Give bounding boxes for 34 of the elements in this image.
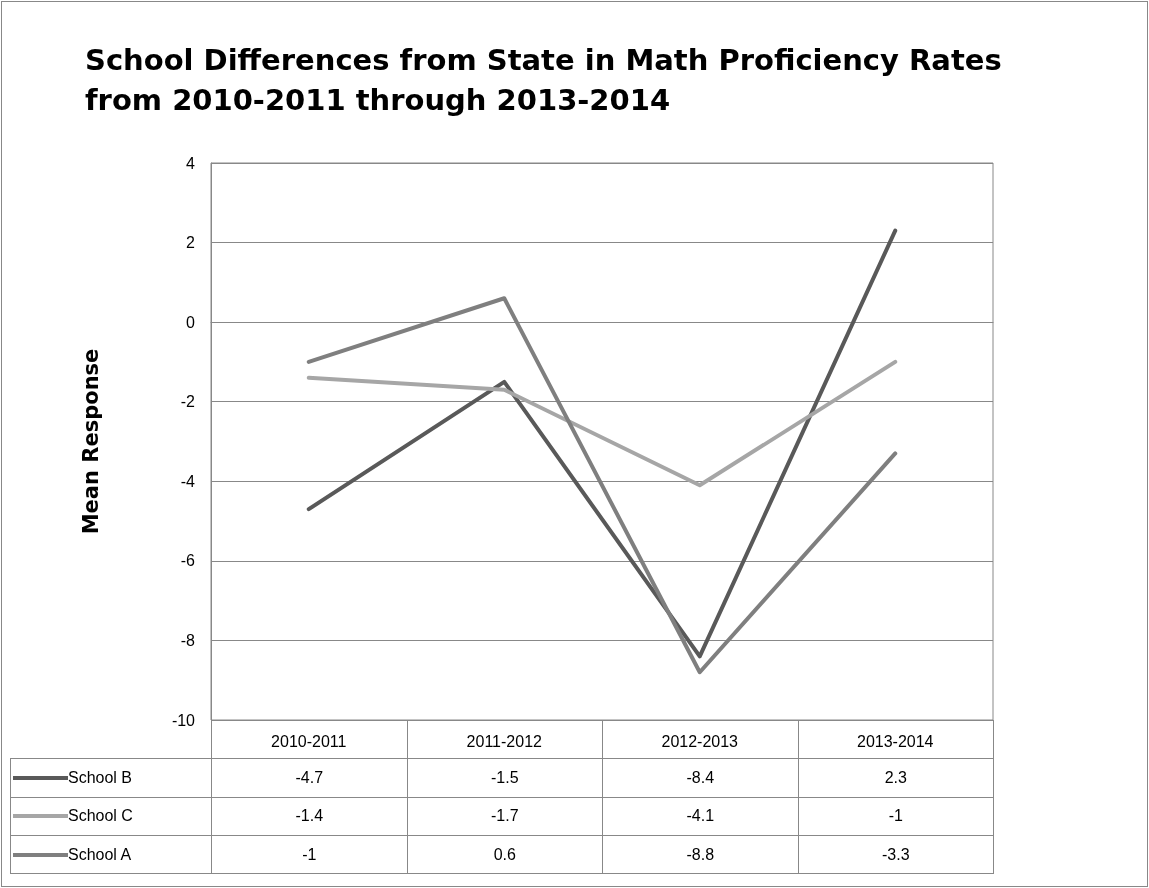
legend-key: School A xyxy=(13,845,132,864)
y-tick-label: 4 xyxy=(186,154,196,172)
legend-label: School B xyxy=(68,768,133,787)
y-tick-label: -4 xyxy=(180,472,196,490)
y-axis-title: Mean Response xyxy=(78,348,103,535)
line-series xyxy=(306,359,898,488)
data-label: 0.6 xyxy=(406,834,603,875)
y-tick-label: 0 xyxy=(186,313,196,331)
y-tick-label: -2 xyxy=(180,393,196,411)
legend-key: School B xyxy=(13,768,133,787)
y-tick-label: -6 xyxy=(180,552,196,570)
legend-key: School C xyxy=(13,807,133,826)
data-label: -1.4 xyxy=(211,796,408,836)
data-label: -1 xyxy=(211,834,408,875)
chart-title: School Differences from State in Math Proficiency Rates from 2010-2011 through 2013-2014 xyxy=(85,42,1002,119)
data-label: -1 xyxy=(797,796,994,836)
legend-label: School C xyxy=(68,807,133,826)
line-series xyxy=(306,228,898,659)
y-tick-label: 2 xyxy=(186,234,196,252)
data-label: -1.7 xyxy=(406,796,603,836)
data-label: -4.7 xyxy=(211,758,408,798)
data-label: -1.5 xyxy=(406,758,603,798)
x-tick-label: 2010-2011 xyxy=(271,732,347,750)
data-label: -4.1 xyxy=(602,796,799,836)
y-tick-label: -10 xyxy=(171,711,196,729)
data-label: 2.3 xyxy=(797,758,994,798)
data-label: -8.8 xyxy=(602,834,799,875)
x-tick-label: 2011-2012 xyxy=(466,732,543,750)
data-label: -3.3 xyxy=(797,834,994,875)
x-tick-label: 2012-2013 xyxy=(661,732,739,750)
x-tick-label: 2013-2014 xyxy=(856,732,934,750)
legend-label: School A xyxy=(68,845,132,864)
y-tick-label: -8 xyxy=(180,631,196,649)
data-label: -8.4 xyxy=(602,758,799,798)
